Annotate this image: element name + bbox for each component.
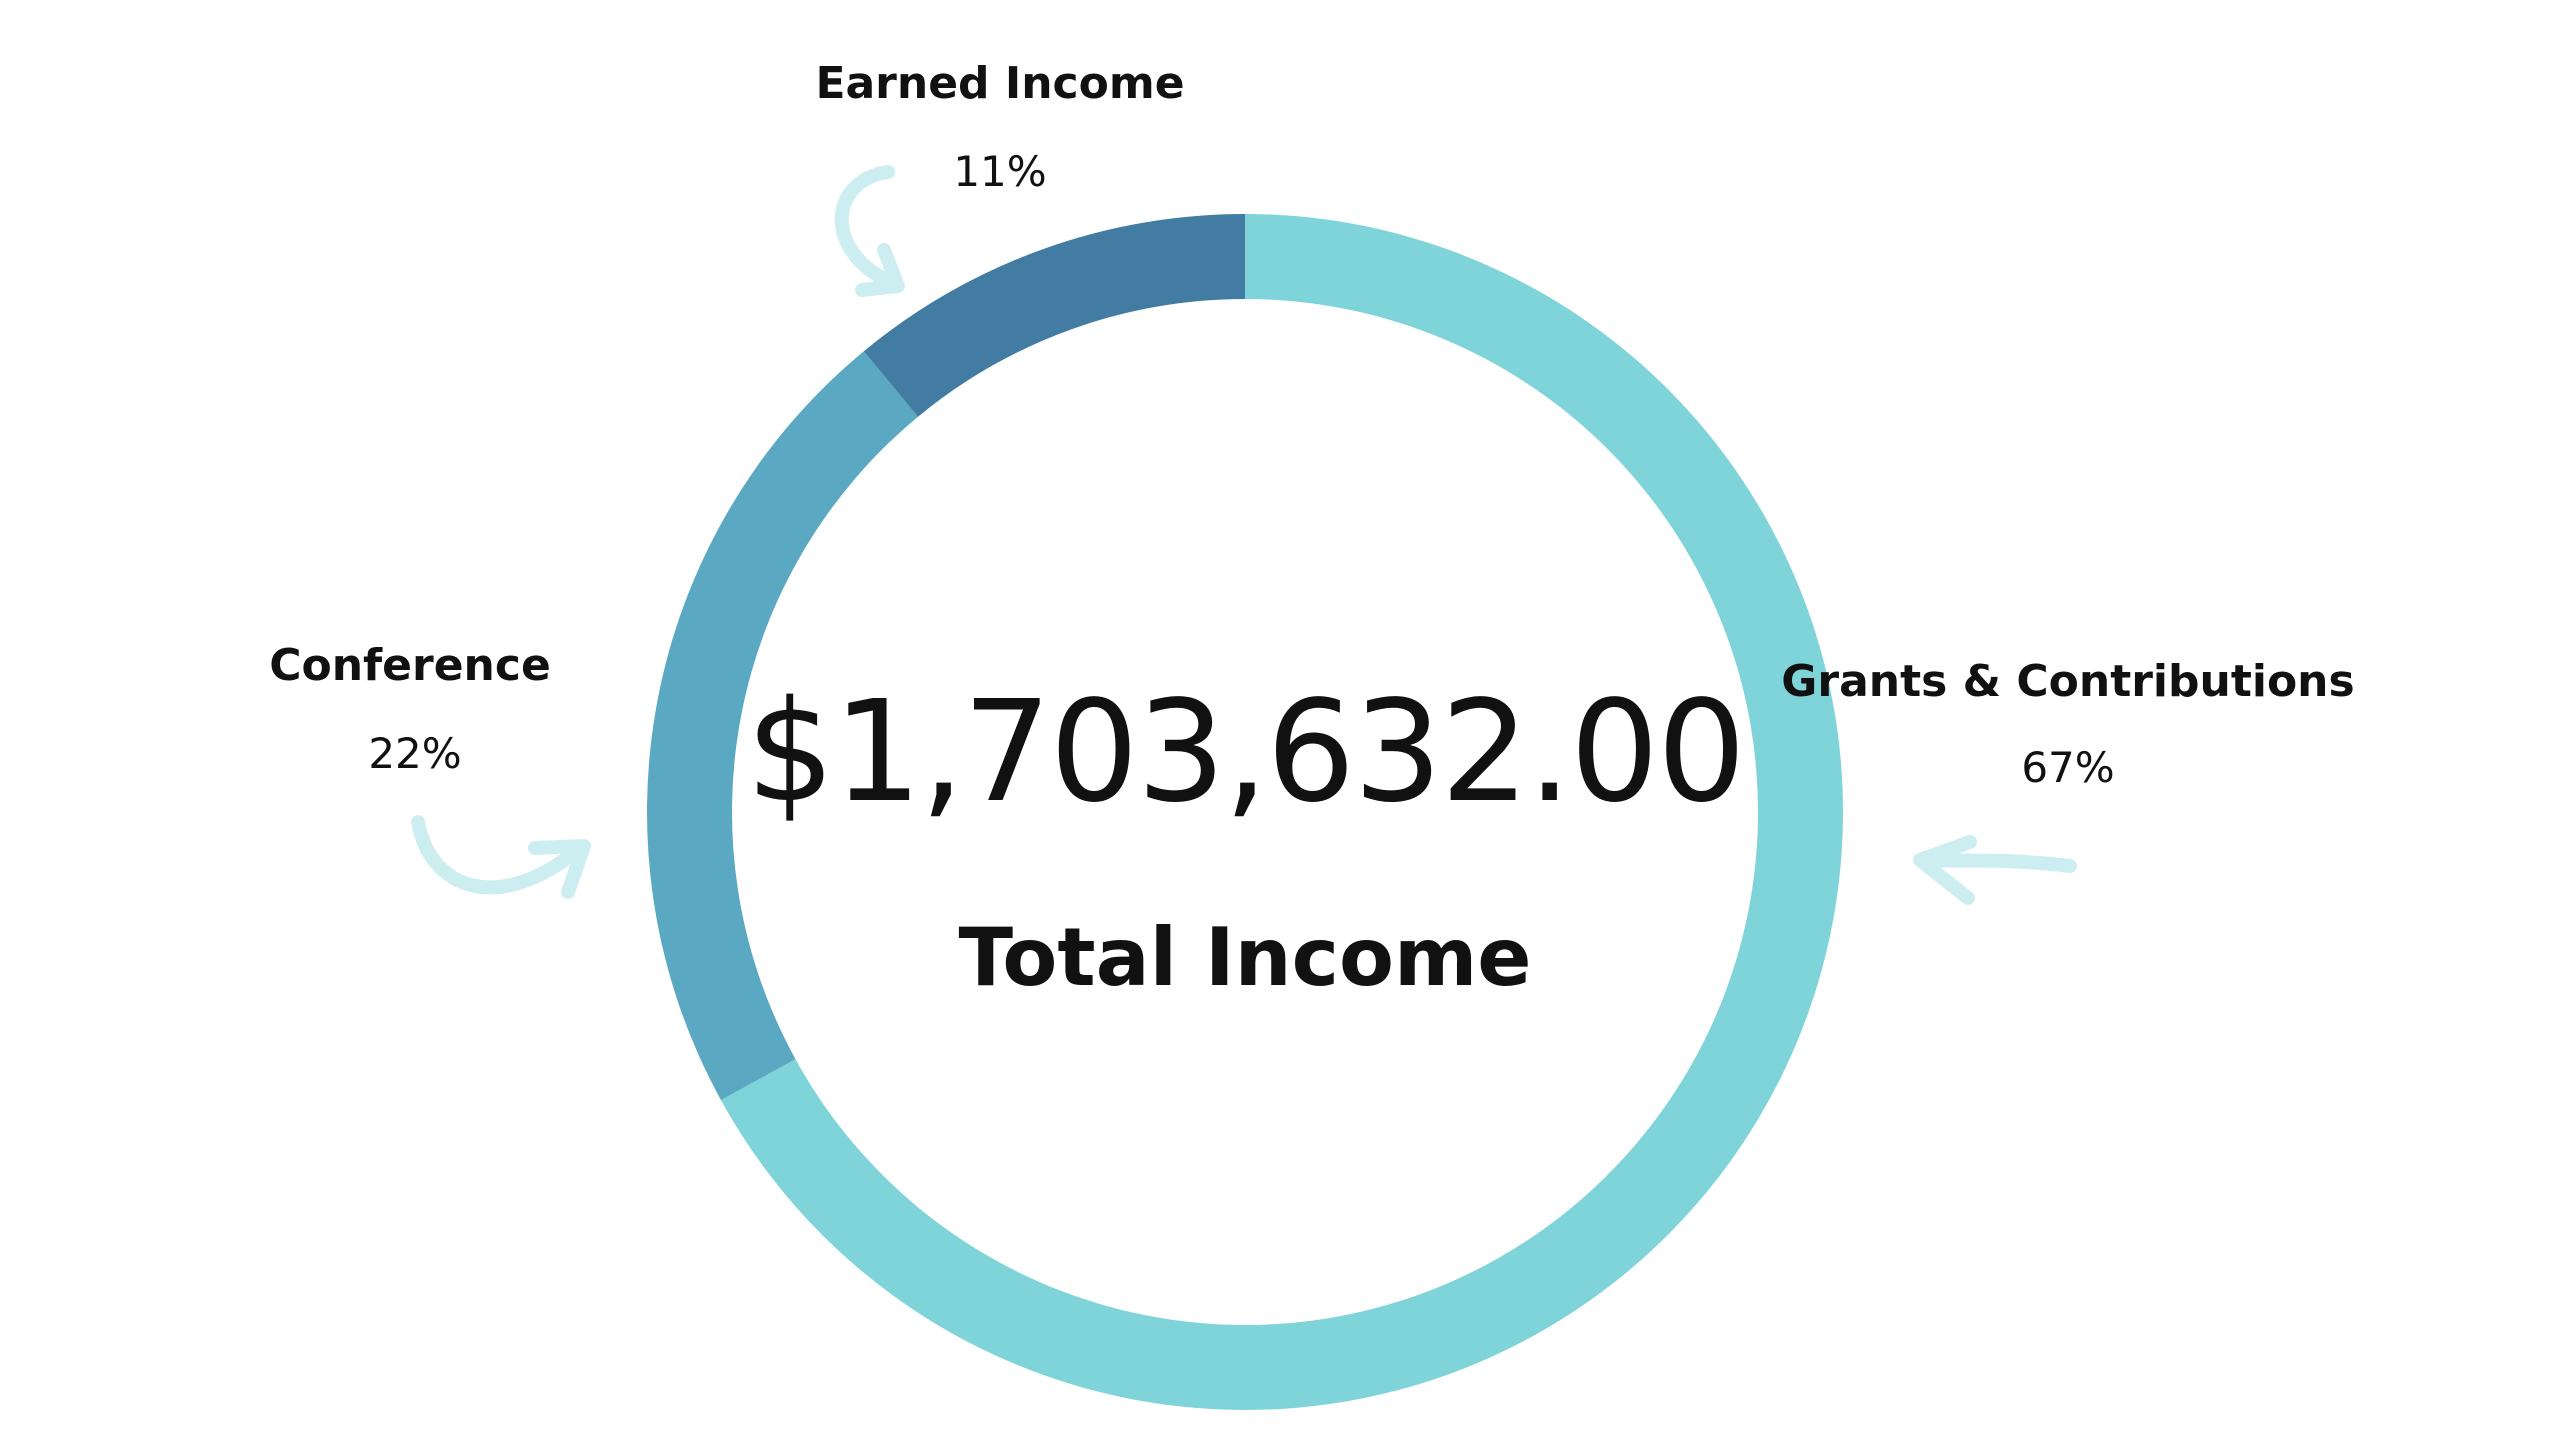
center-total-value: $1,703,632.00 xyxy=(746,671,1744,834)
donut-slice-conference xyxy=(646,351,919,1101)
donut-slice-earned-income xyxy=(863,213,1245,417)
label-earned-income: Earned Income xyxy=(815,58,1184,109)
donut-ring xyxy=(646,213,1843,1410)
pct-conference: 22% xyxy=(368,729,461,778)
label-conference: Conference xyxy=(269,640,551,691)
arrow-grants-contributions xyxy=(1913,835,2077,905)
arrow-earned-income xyxy=(834,165,905,297)
arrow-conference xyxy=(411,815,591,899)
pct-earned-income: 11% xyxy=(953,147,1046,196)
pct-grants-contributions: 67% xyxy=(2021,743,2114,792)
label-grants-contributions: Grants & Contributions xyxy=(1781,656,2354,707)
center-total-label: Total Income xyxy=(958,911,1531,1004)
